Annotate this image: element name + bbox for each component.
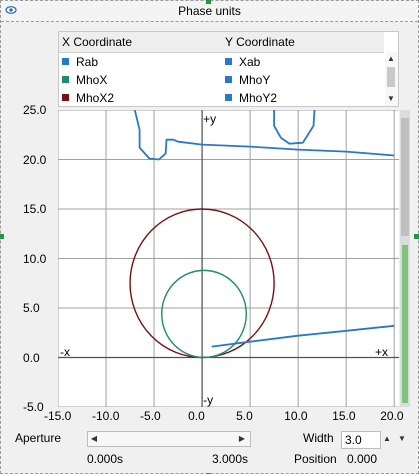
y-tick-label: 20.0 — [23, 152, 47, 167]
y-tick-label: 15.0 — [23, 202, 47, 216]
time-end: 3.000s — [212, 452, 249, 466]
scrollbar-green-range[interactable] — [402, 245, 408, 403]
x-tick-label: 15.0 — [332, 409, 356, 423]
y-tick-label: 10.0 — [23, 251, 47, 266]
position-value: 0.000 — [347, 452, 378, 466]
axis-direction-label: -y — [203, 393, 214, 407]
title-bar[interactable]: Phase units — [1, 1, 418, 22]
legend-scroll-thumb[interactable] — [387, 67, 395, 87]
legend-swatch — [225, 58, 232, 65]
legend-swatch — [62, 58, 69, 65]
window-title: Phase units — [178, 4, 241, 18]
bottom-controls: Aperture ◀ ▶ Width 3.0 ▲ ▼ 0.000s 3.000s… — [1, 427, 418, 473]
width-label: Width — [303, 431, 334, 445]
x-coordinate-header: X Coordinate — [62, 35, 133, 49]
x-tick-label: 20.0 — [380, 409, 404, 423]
resize-handle-right[interactable] — [414, 234, 419, 239]
scrollbar-thumb[interactable] — [401, 118, 409, 236]
y-tick-label: 0.0 — [23, 350, 40, 365]
y-coordinate-header: Y Coordinate — [225, 35, 295, 49]
x-tick-label: 5.0 — [236, 409, 253, 423]
width-decrease-icon[interactable]: ▼ — [398, 434, 406, 443]
vertical-scrollbar[interactable] — [400, 110, 410, 407]
eye-icon[interactable] — [5, 4, 17, 16]
aperture-label: Aperture — [15, 431, 62, 445]
width-increase-icon[interactable]: ▲ — [383, 434, 391, 443]
legend-label: MhoX2 — [76, 91, 115, 105]
y-tick-label: -5.0 — [23, 400, 44, 414]
aperture-left-icon[interactable]: ◀ — [90, 434, 98, 443]
scroll-down-icon[interactable]: ▼ — [387, 94, 395, 103]
legend-swatch — [225, 76, 232, 83]
axis-direction-label: +y — [203, 112, 217, 126]
legend-label: Rab — [76, 55, 99, 69]
y-tick-label: 5.0 — [23, 301, 40, 315]
legend-list[interactable]: X Coordinate Y Coordinate Rab Xab MhoX M… — [58, 31, 399, 107]
legend-swatch — [62, 94, 69, 101]
x-tick-label: -15.0 — [44, 409, 72, 423]
axis-direction-label: +x — [375, 344, 389, 359]
aperture-right-icon[interactable]: ▶ — [238, 434, 246, 443]
phase-plot[interactable] — [58, 110, 399, 407]
resize-handle-left[interactable] — [0, 234, 4, 239]
x-tick-label: -10.0 — [92, 409, 120, 423]
series-line — [273, 110, 316, 145]
width-value: 3.0 — [345, 433, 362, 447]
resize-handle-top[interactable] — [206, 0, 211, 4]
scroll-up-icon[interactable]: ▲ — [387, 54, 395, 63]
legend-scrollbar[interactable]: ▲ ▼ — [385, 52, 398, 106]
series-line — [211, 324, 395, 348]
x-tick-label: 0.0 — [188, 409, 205, 423]
x-tick-label: 10.0 — [284, 409, 308, 423]
legend-swatch — [225, 94, 232, 101]
legend-label: Xab — [239, 55, 261, 69]
width-input[interactable]: 3.0 — [341, 431, 381, 449]
axis-direction-label: -x — [60, 344, 70, 359]
legend-label: MhoY2 — [239, 91, 278, 105]
aperture-slider[interactable]: ◀ ▶ — [87, 431, 251, 447]
time-start: 0.000s — [87, 452, 124, 466]
legend-label: MhoX — [76, 73, 108, 87]
series-line — [133, 110, 395, 161]
mho-circle — [161, 269, 247, 359]
x-tick-label: -5.0 — [140, 409, 161, 423]
legend-label: MhoY — [239, 73, 271, 87]
legend-swatch — [62, 76, 69, 83]
legend-header: X Coordinate Y Coordinate — [59, 32, 384, 53]
y-tick-label: 25.0 — [23, 103, 47, 117]
position-label: Position — [294, 452, 337, 466]
